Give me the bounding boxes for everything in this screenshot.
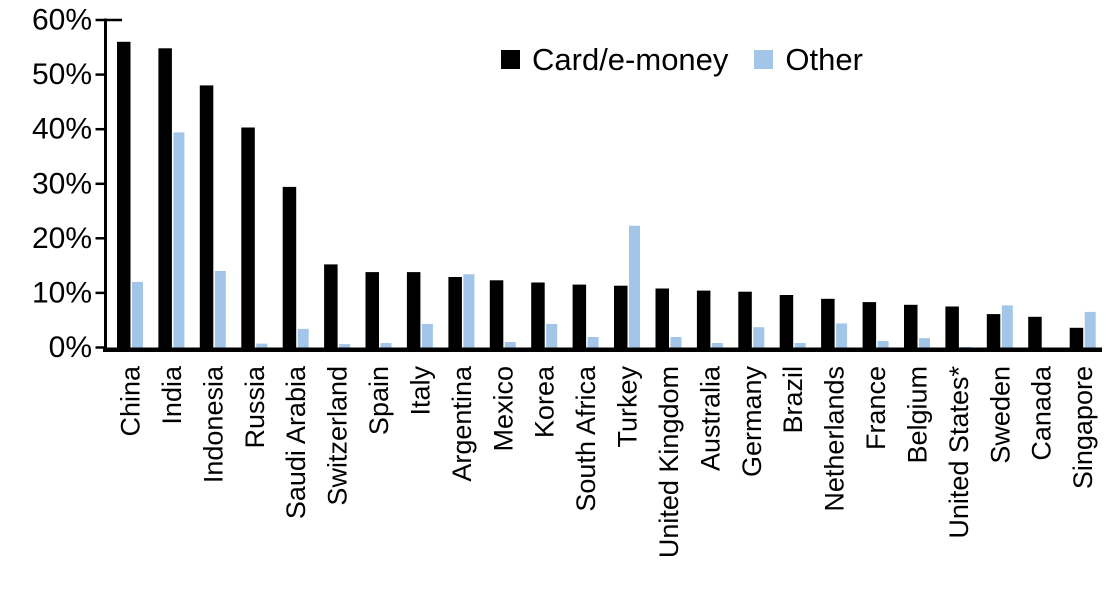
bar-card-e-money-belgium [904,304,918,349]
bar-card-e-money-south-africa [572,284,587,349]
x-axis-label-russia: Russia [240,365,270,449]
x-axis-label-korea: Korea [530,365,560,438]
bar-card-e-money-mexico [489,280,504,349]
x-axis-label-brazil: Brazil [778,366,808,434]
x-axis-label-argentina: Argentina [447,365,477,482]
y-axis-label-0pct: 0% [49,331,92,364]
bar-other-singapore [1084,311,1096,349]
x-axis-label-china: China [116,365,146,437]
y-axis-label-60pct: 60% [32,4,92,37]
x-axis-label-turkey: Turkey [613,366,643,448]
y-axis-label-40pct: 40% [32,113,92,146]
bar-card-e-money-brazil [779,295,794,349]
bar-card-e-money-india [158,48,172,349]
bar-other-france [877,340,889,349]
bar-other-korea [546,323,558,349]
bar-other-united-kingdom [670,337,682,349]
bar-other-sweden [1001,305,1013,349]
bar-other-india [173,132,185,349]
x-axis-label-mexico: Mexico [488,366,518,452]
x-axis-label-spain: Spain [364,366,394,435]
bar-card-e-money-france [862,302,877,349]
bar-other-switzerland [339,344,351,349]
x-axis-label-belgium: Belgium [903,366,933,464]
bar-other-russia [256,343,268,349]
bar-card-e-money-canada [1028,316,1042,349]
legend-item-card-e-money: Card/e-money [501,44,728,75]
legend-label-other: Other [785,42,863,77]
bar-card-e-money-italy [406,272,421,349]
y-axis-label-10pct: 10% [32,276,92,309]
bar-card-e-money-singapore [1069,327,1084,349]
y-axis-label-50pct: 50% [32,58,92,91]
x-axis-label-india: India [157,365,187,425]
bar-other-argentina [463,274,475,349]
bar-other-indonesia [214,271,226,349]
bar-other-south-africa [587,337,599,349]
bar-card-e-money-russia [241,127,255,349]
bar-card-e-money-switzerland [324,264,338,349]
bar-card-e-money-netherlands [821,298,835,349]
bar-other-netherlands [836,323,848,349]
legend-swatch-card-icon [501,50,520,69]
bar-card-e-money-argentina [448,277,462,349]
x-axis-label-singapore: Singapore [1068,366,1098,489]
bar-card-e-money-korea [531,282,545,349]
bar-other-spain [380,343,392,349]
y-axis-label-20pct: 20% [32,222,92,255]
bar-other-brazil [794,343,806,349]
legend-swatch-other-icon [754,50,774,69]
bar-card-e-money-sweden [986,314,1001,349]
x-axis-label-italy: Italy [405,366,435,416]
x-axis-label-sweden: Sweden [985,366,1015,464]
axis-layer [95,18,1102,352]
bar-other-belgium [919,338,930,349]
bar-card-e-money-united-states [945,306,959,349]
bar-other-saudi-arabia [297,328,309,349]
x-axis-label-netherlands: Netherlands [820,366,850,512]
legend-label-card-e-money: Card/e-money [532,42,729,77]
chart-legend: Card/e-money Other [501,44,863,75]
x-axis-label-france: France [861,366,891,450]
bar-other-italy [421,323,433,349]
x-axis-label-germany: Germany [737,366,767,478]
bar-card-e-money-germany [738,291,752,349]
x-axis-label-canada: Canada [1027,365,1057,461]
bar-card-e-money-united-kingdom [655,288,669,349]
bars-layer [117,41,1096,349]
bar-card-e-money-indonesia [199,85,214,349]
bar-card-e-money-spain [365,272,379,349]
x-axis-label-switzerland: Switzerland [323,366,353,506]
bar-other-australia [711,343,723,349]
legend-item-other: Other [754,44,863,75]
labels-layer: 0% 10% 20% 30% 40% 50% 60% China India Indonesia R… [32,4,1098,559]
y-axis-label-30pct: 30% [32,167,92,200]
x-axis-label-united-kingdom: United Kingdom [654,366,684,558]
bar-card-e-money-china [117,41,131,349]
y-axis-line [104,18,107,352]
x-axis-label-saudi-arabia: Saudi Arabia [281,365,311,519]
bar-card-e-money-turkey [614,285,628,349]
x-axis-label-australia: Australia [695,365,725,471]
x-axis-label-united-states: United States* [944,366,974,539]
x-axis-label-south-africa: South Africa [571,365,601,512]
x-axis-line [103,347,1102,352]
x-axis-label-indonesia: Indonesia [198,365,228,483]
bar-other-turkey [629,225,640,349]
bar-card-e-money-australia [696,290,711,349]
bar-other-germany [753,327,765,349]
bar-card-e-money-saudi-arabia [282,186,297,349]
bar-other-china [132,281,143,349]
bar-other-mexico [504,342,516,349]
